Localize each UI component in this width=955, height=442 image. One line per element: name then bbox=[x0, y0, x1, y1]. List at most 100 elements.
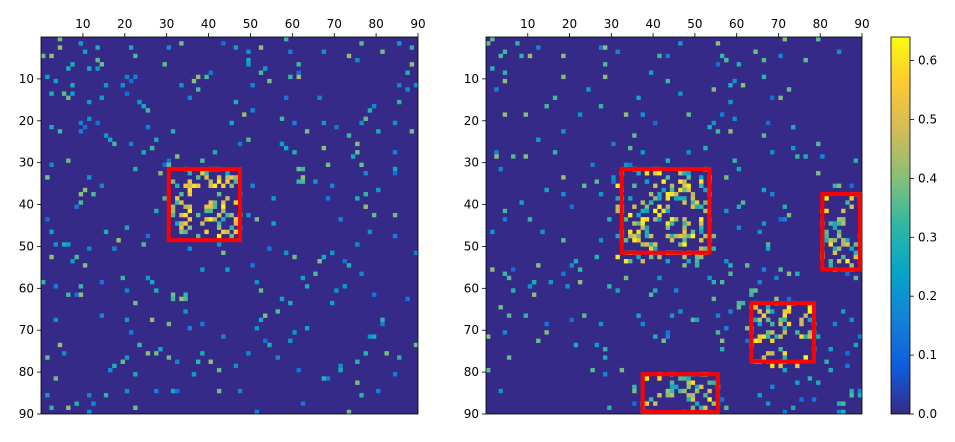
heatmap-cell bbox=[774, 296, 779, 302]
heatmap-cell bbox=[665, 208, 671, 214]
heatmap-cell bbox=[376, 187, 381, 193]
heatmap-cell bbox=[141, 150, 146, 155]
heatmap-cell bbox=[216, 175, 222, 180]
heatmap-cell bbox=[200, 221, 205, 226]
heatmap-cell bbox=[602, 346, 608, 352]
heatmap-cell bbox=[653, 288, 658, 293]
heatmap-cell bbox=[644, 208, 650, 214]
heatmap-cell bbox=[690, 380, 696, 385]
heatmap-cell bbox=[732, 116, 737, 121]
heatmap-cell bbox=[112, 246, 117, 251]
heatmap-cell bbox=[753, 305, 758, 310]
heatmap-cell bbox=[799, 397, 804, 402]
heatmap-cell bbox=[849, 246, 854, 251]
heatmap-cell bbox=[707, 380, 712, 385]
heatmap-cell bbox=[757, 309, 762, 314]
x-tick-label: 90 bbox=[854, 17, 869, 31]
heatmap-cell bbox=[699, 175, 704, 180]
right-heatmap-ticks: 10 20 30 40 50 60 70 80 90 10 20 30 40 50 60 70 80 90 bbox=[464, 17, 870, 421]
heatmap-cell bbox=[648, 200, 654, 205]
heatmap-cell bbox=[807, 317, 813, 323]
heatmap-cell bbox=[770, 338, 775, 343]
heatmap-cell bbox=[212, 217, 218, 222]
heatmap-cell bbox=[728, 99, 733, 105]
heatmap-cell bbox=[334, 124, 339, 130]
heatmap-cell bbox=[636, 212, 641, 218]
heatmap-cell bbox=[561, 74, 566, 80]
heatmap-cell bbox=[719, 346, 725, 352]
heatmap-cell bbox=[494, 87, 499, 92]
heatmap-cell bbox=[296, 70, 301, 75]
heatmap-cell bbox=[703, 200, 708, 205]
heatmap-cell bbox=[397, 99, 402, 105]
heatmap-cell bbox=[761, 267, 767, 272]
heatmap-cell bbox=[208, 217, 213, 222]
heatmap-cell bbox=[790, 124, 796, 130]
heatmap-cell bbox=[615, 183, 620, 188]
heatmap-cell bbox=[45, 217, 50, 222]
heatmap-cell bbox=[124, 355, 130, 360]
heatmap-cell bbox=[191, 372, 197, 377]
heatmap-cell bbox=[770, 384, 775, 390]
heatmap-cell bbox=[170, 179, 176, 184]
heatmap-cell bbox=[682, 263, 687, 268]
heatmap-cell bbox=[490, 267, 495, 272]
heatmap-cell bbox=[221, 217, 226, 222]
heatmap-cell bbox=[619, 367, 625, 373]
heatmap-cell bbox=[162, 62, 167, 67]
heatmap-cell bbox=[707, 397, 712, 402]
heatmap-cell bbox=[778, 53, 783, 59]
heatmap-cell bbox=[669, 233, 675, 239]
heatmap-cell bbox=[233, 45, 239, 50]
heatmap-cell bbox=[632, 388, 637, 394]
heatmap-cell bbox=[615, 254, 620, 260]
heatmap-cell bbox=[632, 233, 637, 239]
heatmap-cell bbox=[229, 120, 234, 126]
heatmap-cell bbox=[640, 221, 645, 226]
heatmap-cell bbox=[602, 62, 608, 67]
heatmap-cell bbox=[200, 171, 205, 176]
heatmap-cell bbox=[623, 238, 629, 243]
y-tick-label: 60 bbox=[464, 281, 479, 295]
heatmap-cell bbox=[590, 367, 595, 373]
heatmap-cell bbox=[233, 99, 239, 105]
heatmap-cell bbox=[678, 187, 683, 193]
heatmap-cell bbox=[807, 334, 813, 339]
heatmap-cell bbox=[486, 41, 491, 46]
heatmap-cell bbox=[707, 275, 712, 281]
heatmap-cell bbox=[128, 330, 134, 335]
heatmap-cell bbox=[740, 300, 746, 306]
heatmap-cell bbox=[757, 229, 762, 235]
heatmap-cell bbox=[628, 145, 633, 151]
heatmap-cell bbox=[690, 393, 696, 398]
heatmap-cell bbox=[212, 150, 218, 155]
heatmap-cell bbox=[711, 246, 716, 251]
heatmap-cell bbox=[506, 355, 512, 360]
heatmap-cell bbox=[296, 166, 301, 172]
colorbar: 0.0 0.1 0.2 0.3 0.4 0.5 0.6 bbox=[890, 36, 937, 421]
heatmap-cell bbox=[653, 208, 658, 214]
heatmap-cell bbox=[103, 83, 109, 88]
heatmap-cell bbox=[124, 288, 130, 293]
heatmap-cell bbox=[694, 263, 700, 268]
heatmap-cell bbox=[636, 254, 641, 260]
heatmap-cell bbox=[154, 388, 159, 394]
heatmap-cell bbox=[250, 263, 255, 268]
heatmap-cell bbox=[149, 145, 155, 151]
heatmap-cell bbox=[665, 233, 671, 239]
heatmap-cell bbox=[707, 388, 712, 394]
heatmap-cell bbox=[832, 238, 838, 243]
heatmap-cell bbox=[786, 271, 792, 276]
heatmap-cell bbox=[816, 334, 821, 339]
heatmap-cell bbox=[258, 288, 264, 293]
heatmap-cell bbox=[632, 183, 637, 188]
heatmap-cell bbox=[124, 225, 130, 230]
heatmap-cell bbox=[216, 233, 222, 239]
heatmap-cell bbox=[225, 196, 230, 201]
heatmap-cell bbox=[87, 99, 92, 105]
heatmap-cell bbox=[346, 53, 352, 59]
heatmap-cell bbox=[657, 53, 662, 59]
heatmap-cell bbox=[686, 393, 691, 398]
heatmap-cell bbox=[757, 393, 762, 398]
heatmap-cell bbox=[569, 204, 574, 209]
